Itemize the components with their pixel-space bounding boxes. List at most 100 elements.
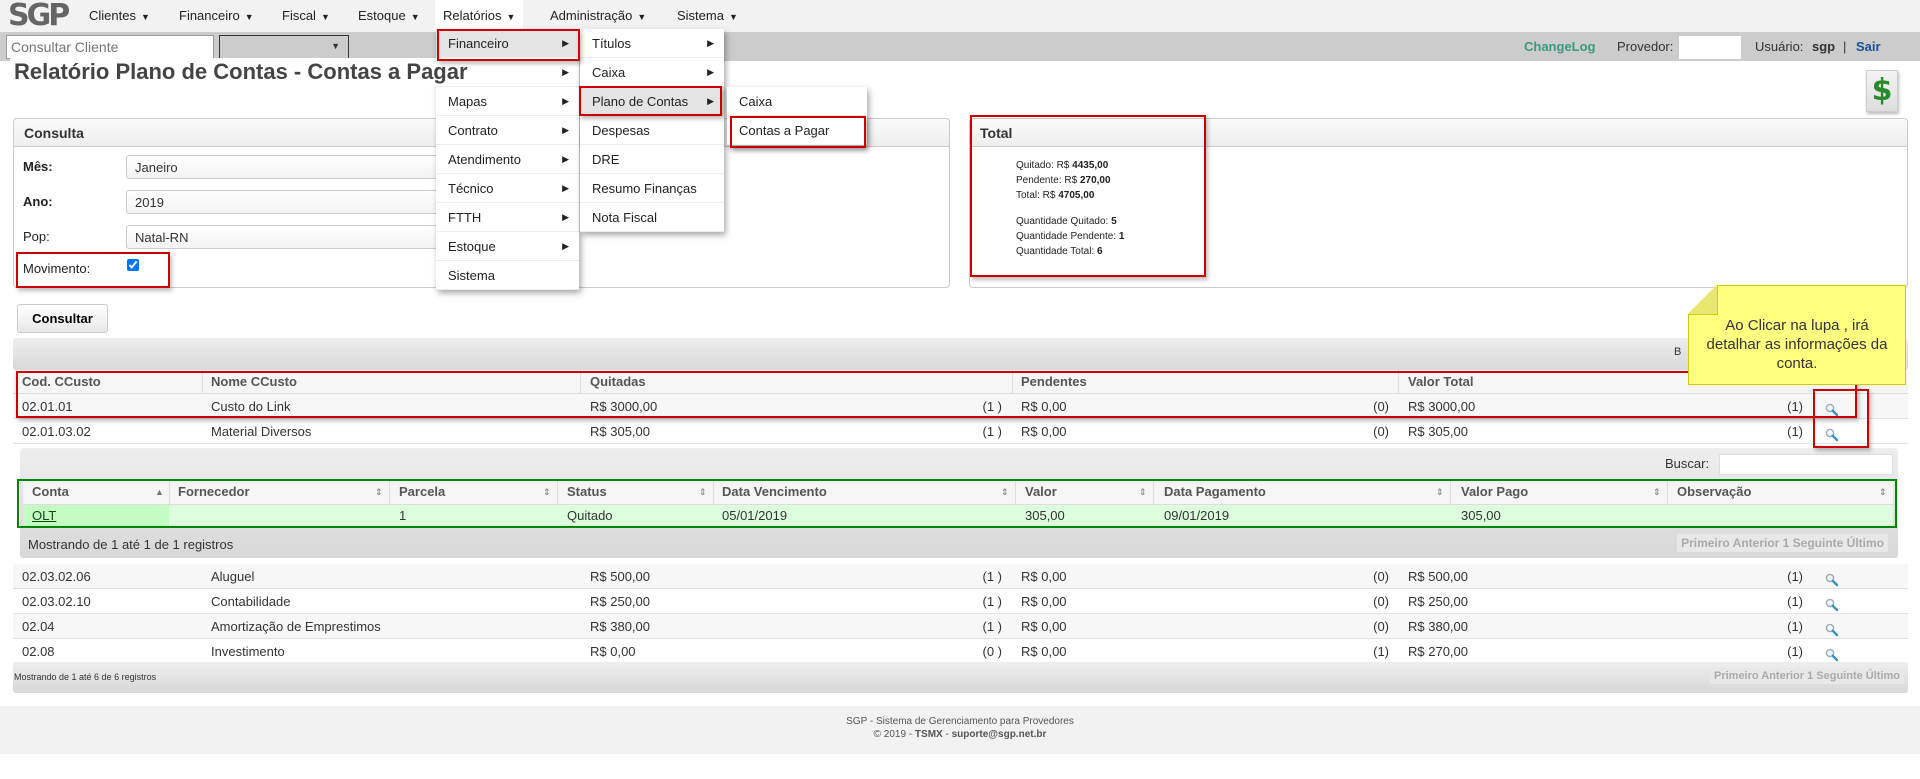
cell-quitadas: R$ 3000,00 [590, 399, 658, 414]
nav-relatorios[interactable]: Relatórios ▼ [435, 0, 524, 32]
menu-item-ftth[interactable]: FTTH ▶ [436, 203, 579, 232]
cell-t-count: (1) [1787, 644, 1803, 659]
menu-item-despesas[interactable]: Despesas [580, 116, 724, 145]
detail-pagination[interactable]: Primeiro Anterior 1 Seguinte Último [1677, 534, 1888, 552]
menu-item-nota-fiscal[interactable]: Nota Fiscal [580, 203, 724, 232]
header-status[interactable]: Status [567, 484, 607, 499]
cell-conta[interactable]: OLT [32, 508, 57, 523]
menu-item-tecnico[interactable]: Técnico ▶ [436, 174, 579, 203]
sort-both-icon[interactable]: ⇕ [1879, 487, 1887, 497]
nav-label: Estoque [358, 8, 406, 23]
header-parcela[interactable]: Parcela [399, 484, 446, 499]
detail-header: Conta ▲ Fornecedor ⇕ Parcela ⇕ Status ⇕ Data Ven… [23, 480, 1893, 505]
plano-contas-table-continued: 02.03.02.06 Aluguel R$ 500,00 (1 ) R$ 0,00 (0… [13, 564, 1908, 664]
nav-administracao[interactable]: Administração ▼ [542, 0, 654, 32]
header-pendentes[interactable]: Pendentes [1021, 374, 1087, 389]
menu-item-sistema[interactable]: Sistema [436, 261, 579, 290]
header-valor-pago[interactable]: Valor Pago [1461, 484, 1529, 499]
magnifier-icon[interactable] [1825, 645, 1839, 662]
menu-item-dre[interactable]: DRE [580, 145, 724, 174]
cell-pendentes: R$ 0,00 [1021, 619, 1067, 634]
header-cod-ccusto[interactable]: Cod. CCusto [22, 374, 101, 389]
buscar-input[interactable] [1719, 454, 1893, 475]
buscar-label-partial: B [1674, 346, 1682, 358]
column-divider [1012, 370, 1013, 394]
nav-clientes[interactable]: Clientes ▼ [81, 0, 158, 32]
total-label: Total: R$ [1016, 190, 1056, 201]
magnifier-icon[interactable] [1825, 400, 1839, 417]
sort-both-icon[interactable]: ⇕ [543, 487, 551, 497]
footer-email[interactable]: suporte@sgp.net.br [951, 729, 1047, 740]
changelog-link[interactable]: ChangeLog [1524, 39, 1596, 54]
table-header: Cod. CCusto Nome CCusto Quitadas Pendentes V… [13, 370, 1908, 394]
sair-link[interactable]: Sair [1856, 39, 1881, 54]
header-data-vencimento[interactable]: Data Vencimento [722, 484, 827, 499]
menu-item-estoque[interactable]: Estoque ▶ [436, 232, 579, 261]
buscar-label: Buscar: [1665, 456, 1710, 471]
cell-quitadas: R$ 0,00 [590, 644, 636, 659]
total-value: 6 [1097, 246, 1103, 257]
sort-both-icon[interactable]: ⇕ [1653, 487, 1661, 497]
menu-item-contrato[interactable]: Contrato ▶ [436, 116, 579, 145]
sort-asc-icon[interactable]: ▲ [155, 487, 164, 497]
client-select[interactable]: ▼ [219, 35, 349, 59]
sort-both-icon[interactable]: ⇕ [699, 487, 707, 497]
separator: | [1843, 39, 1847, 54]
sort-both-icon[interactable]: ⇕ [1436, 487, 1444, 497]
header-conta[interactable]: Conta [32, 484, 69, 499]
table-pagination[interactable]: Primeiro Anterior 1 Seguinte Último [1709, 668, 1904, 684]
menu-item-contas-a-pagar[interactable]: Contas a Pagar [727, 116, 867, 145]
menu-item-caixa[interactable]: Caixa ▶ [580, 58, 724, 87]
menu-item-atendimento[interactable]: Atendimento ▶ [436, 145, 579, 174]
mes-label: Mês: [23, 159, 53, 174]
nav-financeiro[interactable]: Financeiro ▼ [171, 0, 262, 32]
menu-item-financeiro[interactable]: Financeiro ▶ [436, 29, 579, 58]
caret-down-icon: ▼ [410, 12, 420, 22]
consultar-button[interactable]: Consultar [17, 304, 108, 333]
menu-item-label: Financeiro [448, 36, 509, 51]
menu-item-titulos[interactable]: Títulos ▶ [580, 29, 724, 58]
header-valor[interactable]: Valor [1025, 484, 1057, 499]
nav-sistema[interactable]: Sistema ▼ [669, 0, 746, 32]
header-fornecedor[interactable]: Fornecedor [178, 484, 250, 499]
cell-valor: 305,00 [1025, 508, 1065, 523]
header-data-pagamento[interactable]: Data Pagamento [1164, 484, 1266, 499]
plano-contas-table: Cod. CCusto Nome CCusto Quitadas Pendentes V… [13, 370, 1908, 444]
menu-item-plano-de-contas[interactable]: Plano de Contas ▶ [580, 87, 724, 116]
menu-item-label: FTTH [448, 210, 482, 225]
consultar-cliente-input[interactable] [6, 35, 214, 59]
top-nav: SGP [0, 0, 1920, 32]
column-divider [1450, 480, 1451, 504]
magnifier-icon[interactable] [1825, 595, 1839, 612]
cell-p-count: (0) [1373, 399, 1389, 414]
sort-both-icon[interactable]: ⇕ [1139, 487, 1147, 497]
menu-item-label: Caixa [739, 94, 773, 109]
menu-item-resumo-financas[interactable]: Resumo Finanças [580, 174, 724, 203]
cell-quitadas: R$ 380,00 [590, 619, 650, 634]
movimento-checkbox[interactable] [127, 259, 139, 271]
menu-item-hidden[interactable]: ▶ [436, 58, 579, 87]
column-divider [389, 480, 390, 504]
sort-both-icon[interactable]: ⇕ [1001, 487, 1009, 497]
provedor-input[interactable] [1679, 36, 1741, 59]
nav-label: Administração [550, 8, 633, 23]
header-observacao[interactable]: Observação [1677, 484, 1752, 499]
cell-cod: 02.08 [22, 644, 55, 659]
menu-item-mapas[interactable]: Mapas ▶ [436, 87, 579, 116]
magnifier-icon[interactable] [1825, 620, 1839, 637]
magnifier-icon[interactable] [1825, 570, 1839, 587]
cell-pagamento: 09/01/2019 [1164, 508, 1230, 523]
footer-dash: - [945, 729, 949, 740]
header-valor-total[interactable]: Valor Total [1408, 374, 1474, 389]
total-label: Quantidade Total: [1016, 246, 1095, 257]
pop-label: Pop: [23, 229, 50, 244]
menu-item-caixa[interactable]: Caixa [727, 87, 867, 116]
nav-fiscal[interactable]: Fiscal ▼ [274, 0, 338, 32]
dollar-document-icon[interactable]: $ [1866, 70, 1898, 112]
caret-right-icon: ▶ [562, 38, 569, 48]
nav-estoque[interactable]: Estoque ▼ [350, 0, 428, 32]
magnifier-icon[interactable] [1825, 425, 1839, 442]
sort-both-icon[interactable]: ⇕ [375, 487, 383, 497]
header-quitadas[interactable]: Quitadas [590, 374, 646, 389]
header-nome-ccusto[interactable]: Nome CCusto [211, 374, 297, 389]
